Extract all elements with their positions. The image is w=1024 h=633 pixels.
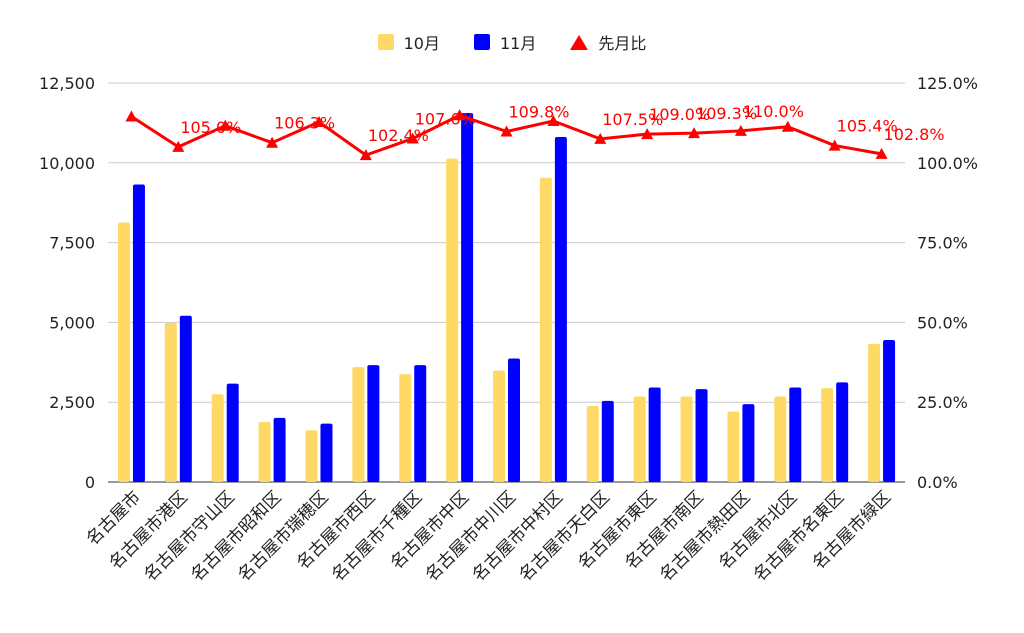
y-right-tick-label: 100.0% bbox=[917, 154, 978, 173]
ratio-data-label: 110.0% bbox=[743, 102, 804, 121]
ratio-data-label: 109.0% bbox=[649, 105, 710, 124]
bar-nov bbox=[132, 184, 145, 482]
bar-nov bbox=[836, 382, 849, 482]
ratio-marker bbox=[781, 120, 794, 132]
bar-oct bbox=[727, 411, 740, 482]
ratio-marker bbox=[312, 115, 325, 127]
bar-nov bbox=[367, 365, 380, 482]
ratio-marker bbox=[688, 127, 701, 139]
ratio-data-label: 105.0% bbox=[180, 118, 241, 137]
legend: 10月 11月 先月比 bbox=[0, 30, 1024, 54]
y-left-tick-label: 7,500 bbox=[49, 234, 95, 253]
bar-oct bbox=[399, 374, 412, 482]
ratio-data-label: 109.3% bbox=[696, 104, 757, 123]
y-right-tick-label: 125.0% bbox=[917, 74, 978, 93]
bar-nov bbox=[320, 423, 333, 482]
legend-label-nov: 11月 bbox=[499, 34, 537, 53]
bar-nov bbox=[883, 339, 896, 482]
bar-oct bbox=[868, 343, 881, 482]
ratio-marker bbox=[359, 149, 372, 161]
ratio-data-label: 106.3% bbox=[274, 114, 335, 133]
bar-nov bbox=[226, 383, 239, 482]
ratio-data-label: 102.4% bbox=[368, 126, 429, 145]
bar-nov bbox=[648, 387, 661, 482]
bar-nov bbox=[789, 387, 802, 482]
legend-item-ratio[interactable]: 先月比 bbox=[570, 30, 646, 54]
y-right-tick-label: 50.0% bbox=[917, 313, 968, 332]
y-left-tick-label: 10,000 bbox=[39, 154, 95, 173]
ratio-marker bbox=[875, 147, 888, 159]
bar-nov bbox=[273, 417, 286, 482]
ratio-data-label: 102.8% bbox=[884, 125, 945, 144]
bar-oct bbox=[211, 394, 224, 482]
bar-nov bbox=[461, 113, 474, 483]
ratio-marker bbox=[172, 140, 185, 152]
ratio-marker bbox=[828, 139, 841, 151]
ratio-data-label: 107.5% bbox=[602, 110, 663, 129]
y-right-tick-label: 0.0% bbox=[917, 473, 958, 492]
ratio-marker bbox=[219, 119, 232, 131]
legend-swatch-oct bbox=[377, 34, 394, 50]
ratio-data-label: 109.8% bbox=[509, 103, 570, 122]
bar-oct bbox=[821, 388, 834, 482]
bar-nov bbox=[414, 365, 427, 482]
y-left-tick-label: 5,000 bbox=[49, 313, 95, 332]
bar-nov bbox=[554, 136, 567, 482]
y-right-tick-label: 75.0% bbox=[917, 234, 968, 253]
y-left-tick-label: 2,500 bbox=[49, 393, 95, 412]
y-left-tick-label: 0 bbox=[85, 473, 95, 492]
ratio-marker bbox=[125, 110, 138, 122]
bar-oct bbox=[493, 370, 505, 482]
bar-oct bbox=[117, 222, 130, 482]
ratio-marker bbox=[641, 128, 654, 140]
bar-nov bbox=[601, 400, 614, 482]
bar-oct bbox=[586, 406, 599, 482]
legend-label-oct: 10月 bbox=[403, 34, 440, 53]
bar-oct bbox=[446, 158, 459, 483]
bar-oct bbox=[305, 430, 318, 482]
bar-oct bbox=[164, 323, 177, 482]
bar-oct bbox=[352, 367, 365, 482]
ratio-marker bbox=[266, 136, 279, 148]
bar-oct bbox=[539, 177, 552, 482]
ratio-marker bbox=[406, 132, 419, 144]
ratio-marker bbox=[547, 114, 560, 126]
ratio-marker bbox=[453, 109, 466, 121]
bar-oct bbox=[258, 421, 271, 482]
bar-oct bbox=[774, 396, 787, 482]
bar-oct bbox=[633, 396, 646, 482]
legend-item-oct[interactable]: 10月 bbox=[377, 30, 440, 54]
legend-swatch-nov bbox=[473, 34, 490, 50]
ratio-data-label: 105.4% bbox=[837, 117, 898, 136]
y-left-tick-label: 12,500 bbox=[39, 74, 95, 93]
legend-label-ratio: 先月比 bbox=[598, 34, 647, 53]
ratio-marker bbox=[734, 124, 747, 136]
y-right-tick-label: 25.0% bbox=[917, 393, 968, 412]
legend-item-nov[interactable]: 11月 bbox=[473, 30, 537, 54]
ratio-data-label: 107.6% bbox=[415, 110, 476, 129]
triangle-marker-icon bbox=[570, 34, 589, 50]
bar-nov bbox=[179, 315, 192, 482]
bar-nov bbox=[742, 404, 755, 482]
bar-nov bbox=[695, 389, 708, 482]
ratio-marker bbox=[500, 125, 513, 137]
bar-nov bbox=[508, 358, 520, 482]
bar-oct bbox=[680, 396, 693, 482]
ratio-marker bbox=[594, 132, 607, 144]
